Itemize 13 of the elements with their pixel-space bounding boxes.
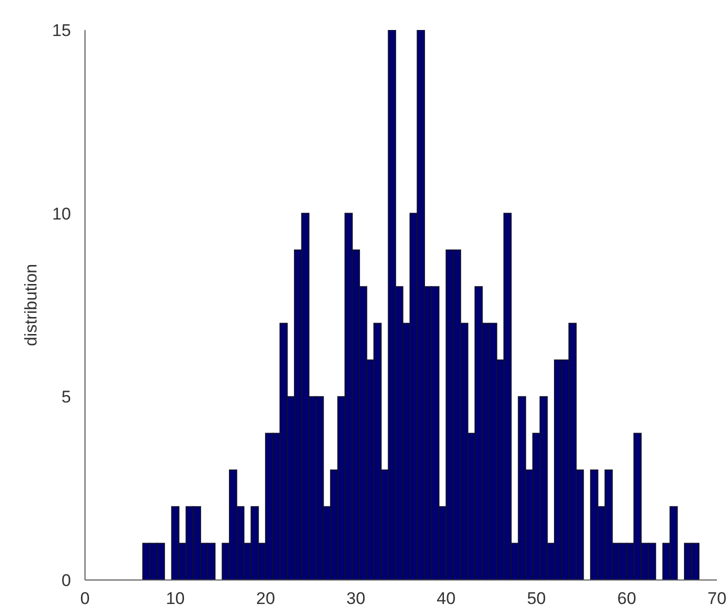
x-tick-label: 40 <box>436 589 456 608</box>
y-tick-label: 5 <box>62 388 71 407</box>
y-tick-label: 10 <box>52 204 71 224</box>
x-tick-label: 60 <box>617 589 636 608</box>
y-tick-label: 0 <box>62 571 71 590</box>
x-tick-label: 20 <box>256 589 276 608</box>
x-tick-label: 70 <box>708 589 726 608</box>
x-tick-label: 30 <box>346 589 366 608</box>
x-tick-label: 50 <box>526 589 546 608</box>
y-tick-label: 15 <box>52 21 71 40</box>
x-tick-label: 10 <box>166 589 185 608</box>
x-tick-label: 0 <box>80 589 90 608</box>
y-axis-title: distribution <box>21 264 40 346</box>
